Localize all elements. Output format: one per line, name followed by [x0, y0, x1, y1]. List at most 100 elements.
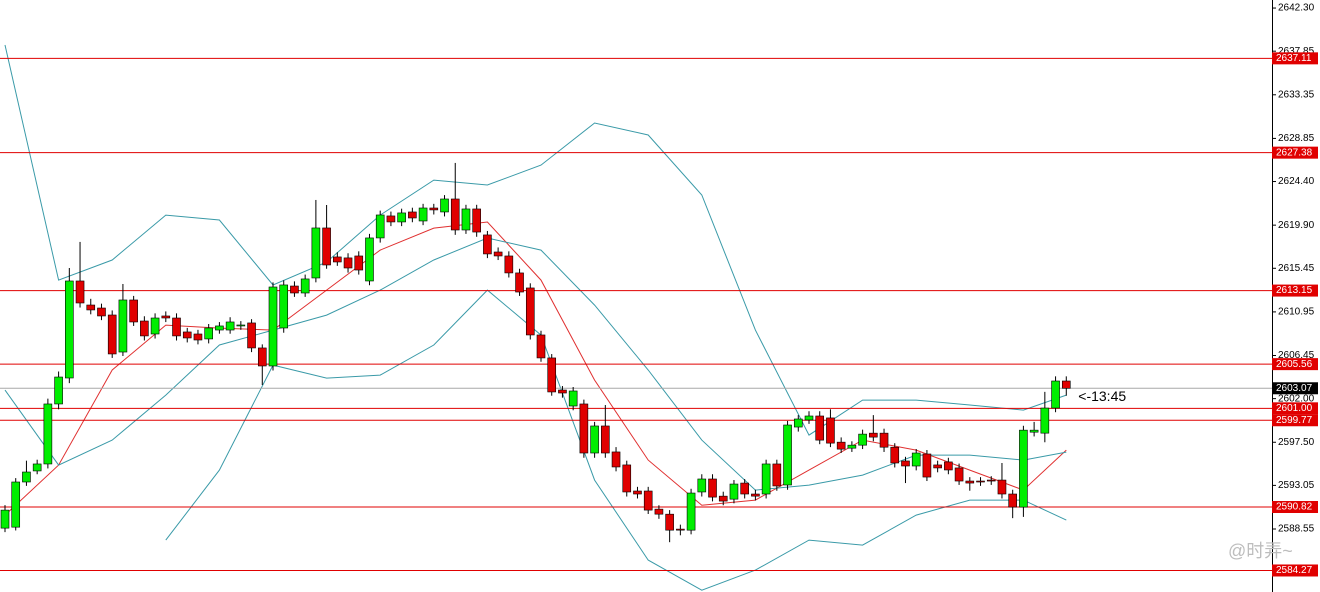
candle-body [890, 446, 900, 464]
candle-body [11, 481, 21, 528]
candle-body [354, 255, 364, 271]
candle-body [826, 417, 835, 444]
candle-body [740, 482, 749, 495]
level-label-box [1272, 414, 1318, 427]
level-label: 2584.27 [1276, 565, 1313, 576]
candle-body [150, 317, 160, 335]
candle-body [365, 237, 374, 282]
candle-body [601, 425, 610, 454]
candle-body [107, 314, 117, 355]
level-label: 2627.38 [1276, 147, 1313, 158]
candle-body [32, 463, 42, 472]
y-tick-label: 2606.45 [1278, 350, 1315, 361]
candle-body [729, 483, 739, 500]
current-price-box [1272, 382, 1318, 395]
candle-body [472, 208, 481, 233]
candle-body [504, 255, 514, 274]
level-label-box [1272, 146, 1318, 159]
candle-body [279, 284, 289, 329]
y-tick-label: 2602.00 [1278, 393, 1315, 404]
candle-body [204, 327, 213, 340]
candle-body [343, 257, 353, 269]
y-tick-label: 2633.35 [1278, 89, 1315, 100]
candle-body [461, 208, 471, 231]
candle-body [440, 198, 449, 213]
candle-body [751, 493, 760, 497]
candle-body [986, 479, 996, 482]
candle-body [804, 415, 814, 421]
candle-body [772, 463, 782, 487]
candle-body [815, 415, 825, 441]
candle-body [858, 433, 867, 446]
candle-body [1029, 429, 1039, 433]
candle-body [665, 513, 674, 531]
candle-body [515, 272, 524, 293]
candle-body [118, 299, 128, 353]
level-label-box [1272, 284, 1318, 297]
candle-body [558, 389, 567, 394]
candle-body [236, 324, 246, 327]
watermark: @时弄~ [1228, 541, 1293, 561]
candle-body [643, 490, 653, 511]
candle-body [408, 211, 417, 219]
candle-body [1040, 407, 1050, 434]
candle-body [257, 347, 267, 367]
y-tick-label: 2588.55 [1278, 524, 1315, 535]
y-tick-label: 2642.30 [1278, 3, 1315, 14]
candle-body [869, 432, 878, 438]
candle-body [944, 461, 953, 471]
candle-body [611, 451, 621, 468]
candle-body [375, 214, 385, 239]
candle-body [290, 285, 299, 294]
y-tick-label: 2637.85 [1278, 46, 1315, 57]
level-label: 2590.82 [1276, 502, 1313, 513]
candle-body [65, 280, 74, 379]
candle-body [633, 490, 642, 495]
candle-body [311, 227, 321, 279]
candle-body [268, 286, 278, 367]
candle-body [54, 376, 63, 405]
candle-body [97, 307, 106, 317]
y-tick-label: 2597.50 [1278, 437, 1315, 448]
candle-body [129, 299, 138, 323]
candle-body [933, 464, 942, 469]
indicator-line [4, 221, 1067, 516]
candle-body [247, 322, 256, 349]
candle-body [525, 287, 535, 336]
indicator-line [4, 44, 1067, 436]
candle-body [922, 453, 932, 478]
level-label-box [1272, 500, 1318, 513]
candle-body [654, 508, 664, 515]
candle-body [783, 424, 792, 486]
candle-body [879, 432, 889, 448]
candle-body [215, 325, 224, 331]
level-label-box [1272, 358, 1318, 371]
level-label-box [1272, 564, 1318, 577]
level-label: 2599.77 [1276, 415, 1313, 426]
countdown: <-13:45 [1078, 388, 1126, 404]
candle-body [172, 317, 181, 337]
candle-body [43, 403, 53, 465]
candle-body [493, 251, 503, 257]
candle-body [911, 452, 921, 467]
indicator-line [165, 289, 1067, 591]
y-tick-label: 2610.95 [1278, 307, 1315, 318]
candle-body [901, 460, 910, 467]
candle-body [418, 207, 428, 222]
candle-body [997, 479, 1007, 495]
candle-body [0, 509, 10, 529]
candle-body [836, 441, 846, 450]
candle-body [686, 492, 696, 531]
y-tick-label: 2619.90 [1278, 220, 1315, 231]
current-price-label: 2603.07 [1276, 383, 1313, 394]
candle-body [450, 198, 460, 231]
level-label: 2637.11 [1276, 53, 1312, 64]
y-tick-label: 2593.05 [1278, 480, 1315, 491]
candle-body [568, 390, 578, 407]
candle-body [579, 403, 589, 454]
candle-body [976, 480, 985, 483]
candle-body [225, 321, 235, 331]
candle-body [697, 478, 707, 493]
candle-body [547, 357, 557, 393]
